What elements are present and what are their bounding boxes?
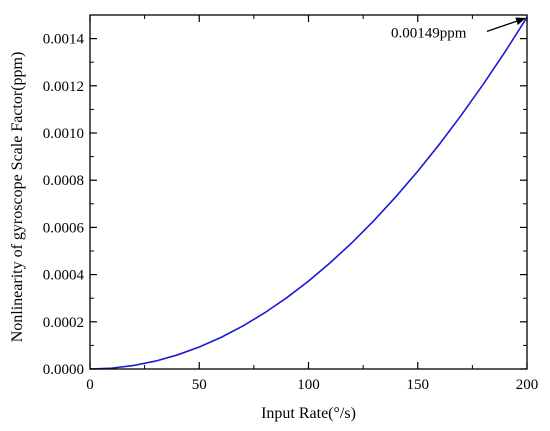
annotation-label: 0.00149ppm bbox=[391, 25, 467, 41]
y-tick-label: 0.0000 bbox=[43, 362, 84, 378]
x-tick-label: 150 bbox=[407, 377, 430, 393]
annotation-arrow bbox=[486, 17, 526, 32]
series-line bbox=[89, 16, 528, 370]
y-tick-label: 0.0004 bbox=[43, 268, 85, 284]
y-tick-label: 0.0008 bbox=[43, 173, 84, 189]
ticks-layer bbox=[89, 15, 528, 370]
annotation-layer: 0.00149ppm bbox=[391, 17, 526, 41]
y-tick-label: 0.0006 bbox=[43, 220, 85, 236]
plot-frame bbox=[89, 14, 528, 370]
x-tick-label: 0 bbox=[86, 377, 94, 393]
y-axis-title: Nonlinearity of gyroscope Scale Factor(p… bbox=[9, 52, 26, 343]
x-tick-label: 50 bbox=[192, 377, 207, 393]
x-axis-title: Input Rate(°/s) bbox=[261, 405, 356, 422]
y-tick-label: 0.0002 bbox=[43, 315, 84, 331]
y-tick-label: 0.0014 bbox=[43, 32, 85, 48]
y-tick-label: 0.0010 bbox=[43, 126, 84, 142]
x-tick-label: 100 bbox=[297, 377, 320, 393]
series-layer bbox=[89, 16, 528, 370]
x-tick-label: 200 bbox=[516, 377, 539, 393]
y-tick-label: 0.0012 bbox=[43, 79, 84, 95]
tick-labels-layer: 0 50 100 150 200 0.0000 0.0002 0.0004 0.0006 0.00… bbox=[43, 32, 539, 393]
